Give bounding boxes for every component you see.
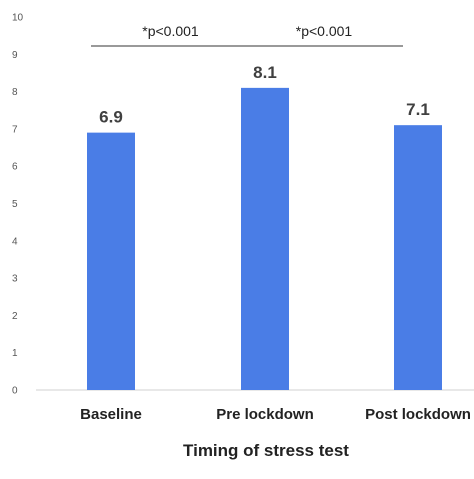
data-label: 8.1 <box>253 63 277 82</box>
value-labels: 6.9 8.1 7.1 <box>99 63 430 127</box>
y-tick-label: 5 <box>12 199 18 210</box>
y-tick-label: 4 <box>12 236 18 247</box>
x-axis-title: Timing of stress test <box>183 441 349 460</box>
x-tick-label: Post lockdown <box>365 406 471 423</box>
y-tick-label: 3 <box>12 274 18 285</box>
bar <box>241 87 289 391</box>
y-tick-label: 8 <box>12 87 18 98</box>
x-tick-label: Pre lockdown <box>216 406 314 423</box>
y-tick-label: 0 <box>12 386 18 397</box>
y-tick-label: 6 <box>12 162 18 173</box>
bars <box>87 87 442 391</box>
y-tick-label: 9 <box>12 50 18 61</box>
y-tick-label: 1 <box>12 348 18 359</box>
data-label: 6.9 <box>99 108 123 127</box>
x-tick-label: Baseline <box>80 406 142 423</box>
x-tick-labels: Baseline Pre lockdown Post lockdown <box>80 406 471 423</box>
significance-label: *p<0.001 <box>142 23 199 39</box>
bar <box>394 125 442 391</box>
significance-label: *p<0.001 <box>296 23 353 39</box>
bar <box>87 132 135 390</box>
y-axis: 0 1 2 3 4 5 6 7 8 9 10 <box>12 13 24 397</box>
y-tick-label: 10 <box>12 13 24 24</box>
data-label: 7.1 <box>406 100 430 119</box>
y-tick-label: 7 <box>12 124 18 135</box>
y-tick-label: 2 <box>12 311 18 322</box>
significance-annotations: *p<0.001 *p<0.001 <box>91 23 403 47</box>
